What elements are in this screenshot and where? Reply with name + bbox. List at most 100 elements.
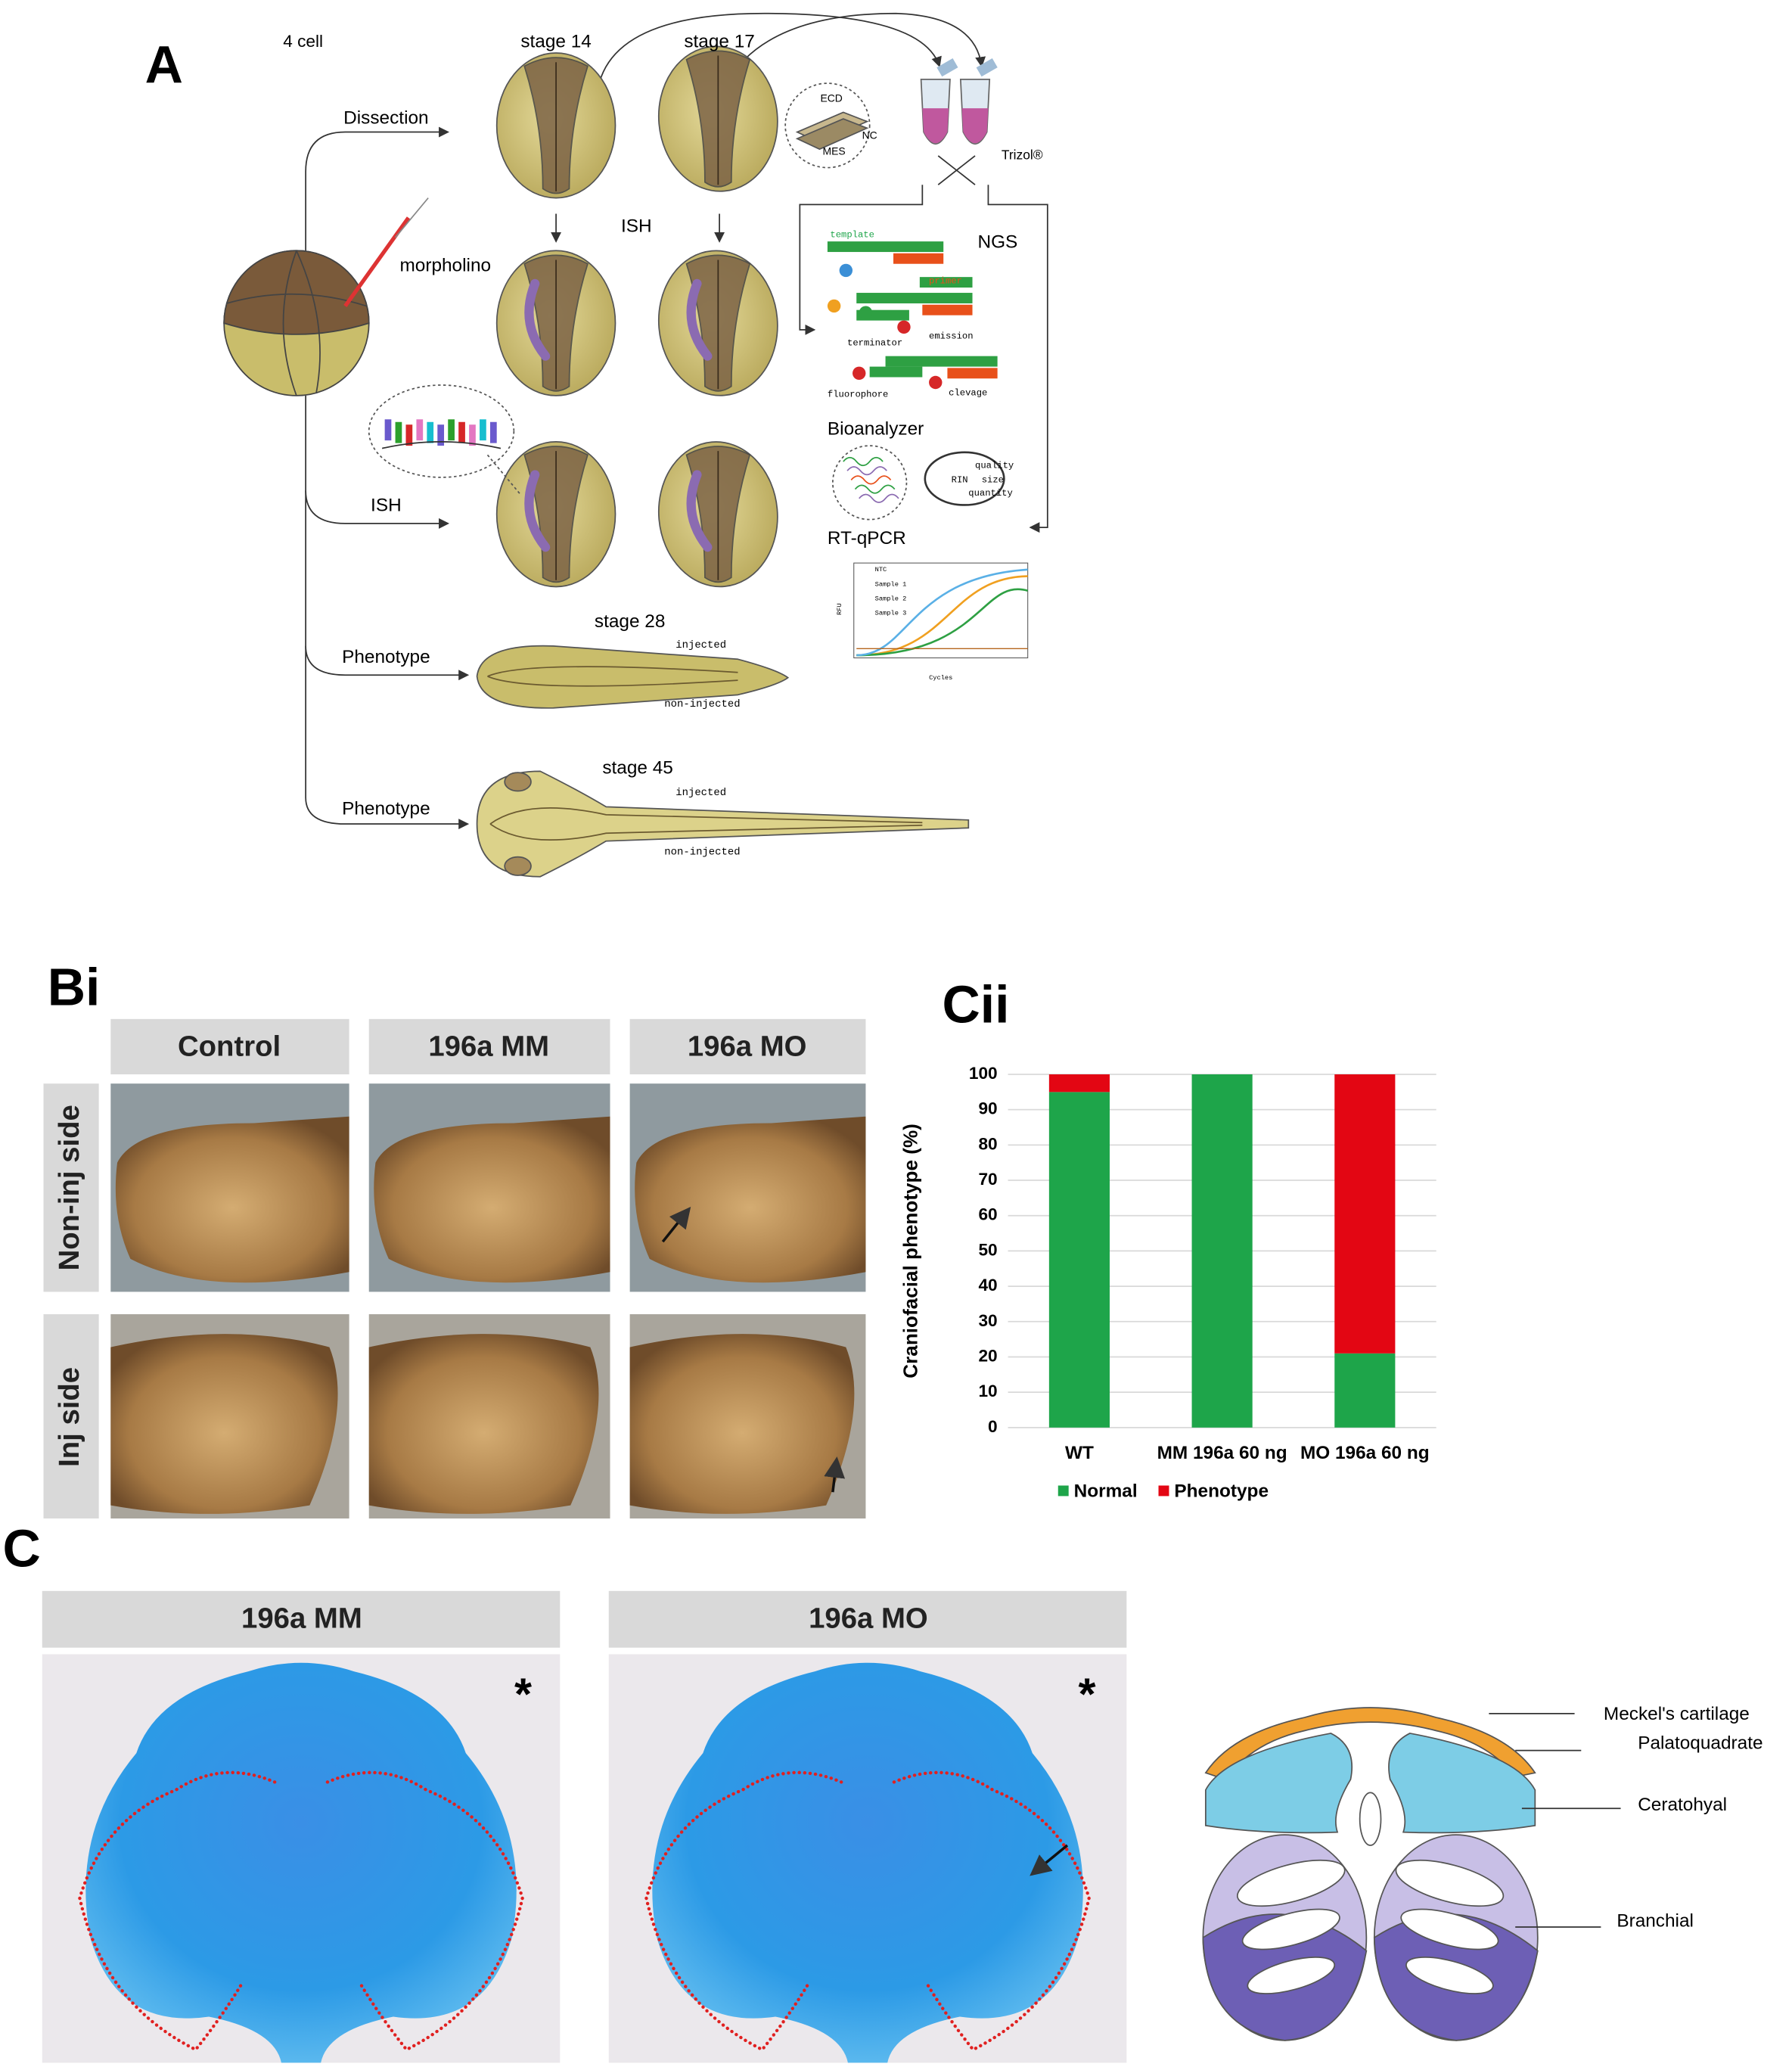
y-tick-label: 20 <box>978 1346 997 1365</box>
probe <box>458 421 465 443</box>
molecule <box>827 299 841 313</box>
bio-label: RIN <box>952 475 968 486</box>
arrow <box>661 1206 691 1243</box>
ceratohyal <box>1204 1733 1353 1834</box>
y-tick-label: 60 <box>978 1205 997 1224</box>
inset <box>381 441 502 449</box>
probe <box>480 419 486 441</box>
embryo-photo <box>115 1116 349 1283</box>
molecule <box>859 306 873 319</box>
meckel <box>1204 1707 1536 1780</box>
probe <box>416 419 424 441</box>
probe <box>427 421 434 443</box>
hole <box>1359 1792 1382 1846</box>
molecule <box>853 366 866 381</box>
ish-stain <box>686 278 713 361</box>
embryo-photo <box>635 1116 866 1283</box>
connector <box>744 12 986 68</box>
bio <box>924 451 1005 506</box>
legend-swatch <box>1057 1485 1069 1497</box>
qpcr-axis: RFU <box>836 603 843 615</box>
tube <box>961 108 989 144</box>
x-tick-label: MM 196a 60 ng <box>1157 1443 1287 1463</box>
ngs-label: emission <box>929 331 974 342</box>
outline <box>892 1770 1091 2052</box>
seq-bar <box>827 241 944 253</box>
cartilage-label: Meckel's cartilage <box>1604 1704 1750 1724</box>
qpcr-legend: NTC <box>875 566 887 573</box>
cartilage-label: Palatoquadrate <box>1638 1733 1762 1753</box>
connector <box>799 185 924 335</box>
illustrations <box>42 12 1621 2063</box>
panel-label: C <box>2 1519 40 1578</box>
probe <box>448 419 455 441</box>
y-tick-label: 90 <box>978 1099 997 1118</box>
y-tick-label: 40 <box>978 1276 997 1295</box>
molecule <box>897 320 911 334</box>
step-label: morpholino <box>399 256 491 276</box>
y-tick-label: 80 <box>978 1134 997 1153</box>
hole <box>1236 1859 1346 1907</box>
row-header: Inj side <box>53 1367 85 1467</box>
connector <box>486 454 521 496</box>
qpcr-curve <box>856 588 1029 657</box>
seq-bar <box>885 356 998 367</box>
orientation-label: injected <box>675 639 726 651</box>
arrow <box>1030 1844 1069 1876</box>
bar-segment <box>1191 1074 1253 1428</box>
ngs-label: fluorophore <box>828 389 888 399</box>
bar-segment <box>1048 1074 1110 1093</box>
embryo-photo <box>629 1334 855 1514</box>
y-tick-label: 30 <box>978 1311 997 1330</box>
method-label: NGS <box>977 232 1017 252</box>
tadpole-eye <box>504 856 532 876</box>
cartilage-label: Branchial <box>1617 1910 1694 1931</box>
arrow <box>824 1456 846 1493</box>
bar-segment <box>1048 1092 1110 1428</box>
probe <box>489 421 497 443</box>
header-box <box>43 1083 99 1292</box>
tissue <box>795 118 869 151</box>
y-tick-label: 70 <box>978 1170 997 1189</box>
bio <box>832 445 908 521</box>
rna <box>859 493 899 503</box>
stage-label: 4 cell <box>283 32 323 51</box>
step-label: Phenotype <box>342 798 430 819</box>
step-label: ISH <box>371 496 402 516</box>
seq-bar <box>856 293 973 303</box>
legend-label: Phenotype <box>1174 1481 1269 1502</box>
bio-label: size <box>982 475 1004 486</box>
outline <box>644 1770 843 2052</box>
rna <box>846 466 887 476</box>
cartilage-stain <box>85 1662 517 2063</box>
outline <box>78 1770 277 2052</box>
ngs-label: clevage <box>949 388 987 399</box>
connector <box>305 126 449 251</box>
orientation-label: injected <box>675 787 726 799</box>
bar-segment <box>1334 1074 1396 1354</box>
column-header: 196a MO <box>688 1030 807 1062</box>
tissue-label: ECD <box>820 92 842 104</box>
panel-label: Bi <box>48 958 101 1017</box>
embryo-photo <box>110 1334 338 1514</box>
stage-label: stage 28 <box>595 611 666 632</box>
asterisk: * <box>1079 1669 1096 1720</box>
tissue-label: NC <box>862 129 877 141</box>
row-header: Non-inj side <box>53 1105 85 1270</box>
stage-label: stage 45 <box>602 757 673 778</box>
hole <box>1400 1908 1499 1950</box>
tube <box>976 58 998 77</box>
cartilage-stain <box>652 1662 1083 2063</box>
molecule <box>839 263 853 278</box>
tadpole-eye <box>504 772 532 792</box>
qpcr-curve <box>856 568 1028 657</box>
stage-label: stage 17 <box>684 32 755 52</box>
column-header: 196a MO <box>809 1602 928 1634</box>
needle <box>394 197 429 238</box>
cartilage-label: Ceratohyal <box>1638 1795 1727 1815</box>
qpcr-curve <box>856 575 1028 657</box>
connector <box>598 12 942 82</box>
rna <box>850 475 892 485</box>
molecule <box>929 375 943 390</box>
